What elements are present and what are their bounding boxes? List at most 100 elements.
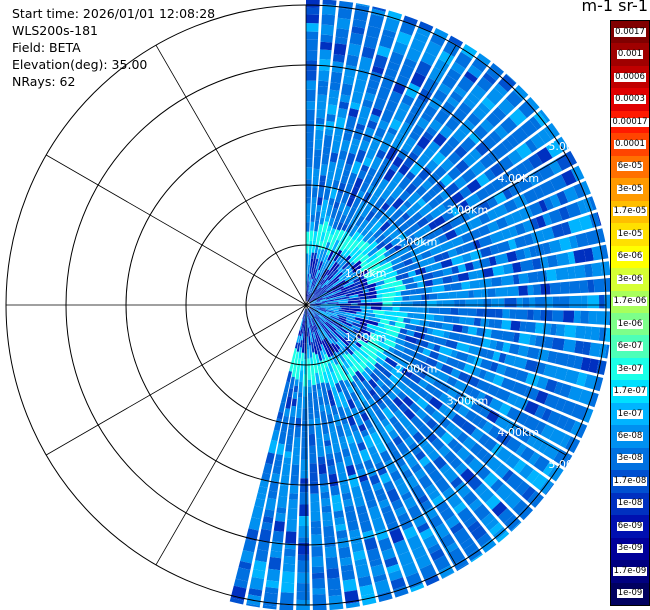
- beam-cell: [341, 248, 348, 256]
- beam-cell: [301, 317, 305, 329]
- beam-cell: [398, 403, 409, 413]
- colorbar-level: 0.0006: [611, 65, 649, 89]
- beam-cell: [519, 259, 534, 272]
- beam-cell: [365, 312, 376, 318]
- beam-cell: [299, 504, 309, 517]
- beam-cell: [363, 459, 375, 471]
- beam-cell: [438, 50, 455, 66]
- beam-cell: [409, 223, 421, 234]
- beam-cell: [315, 289, 326, 298]
- beam-cell: [342, 280, 350, 286]
- beam-cell: [475, 187, 490, 201]
- beam-cell: [359, 105, 372, 120]
- beam-cell: [350, 391, 359, 402]
- beam-cell: [481, 394, 494, 407]
- beam-cell: [357, 512, 370, 523]
- beam-cell: [352, 430, 364, 445]
- beam-cell: [309, 328, 312, 336]
- beam-cell: [478, 278, 493, 288]
- beam-cell: [477, 102, 491, 115]
- beam-cell: [341, 447, 351, 458]
- beam-cell: [298, 525, 309, 538]
- beam-cell: [561, 136, 569, 149]
- beam-cell: [376, 379, 385, 388]
- beam-cell: [306, 308, 309, 317]
- beam-cell: [325, 556, 339, 570]
- beam-cell: [420, 112, 433, 123]
- beam-cell: [561, 400, 576, 416]
- beam-cell: [299, 328, 303, 337]
- beam-cell: [398, 102, 411, 113]
- beam-cell: [303, 386, 308, 397]
- beam-cell: [363, 173, 374, 185]
- beam-cell: [336, 529, 348, 540]
- beam-cell: [567, 218, 583, 234]
- beam-cell: [552, 296, 560, 308]
- colorbar-level: 1e-08: [611, 492, 649, 516]
- beam-cell: [347, 43, 362, 57]
- beam-cell: [418, 455, 431, 468]
- colorbar-level: 1e-07: [611, 402, 649, 426]
- beam-cell: [306, 291, 309, 302]
- beam-cell: [335, 461, 346, 474]
- beam-cell: [285, 443, 293, 453]
- beam-cell: [360, 299, 373, 303]
- beam-cell: [367, 235, 376, 245]
- beam-cell: [262, 515, 274, 524]
- beam-cell: [347, 415, 356, 427]
- beam-cell: [242, 538, 257, 553]
- beam-cell: [554, 352, 569, 367]
- beam-cell: [481, 421, 494, 434]
- beam-cell: [373, 385, 384, 396]
- beam-cell: [320, 164, 328, 176]
- colorbar-tick-label: 0.0001: [614, 139, 646, 150]
- beam-cell: [337, 537, 350, 549]
- beam-cell: [378, 402, 387, 411]
- range-ring-label: 3.00km: [447, 394, 489, 407]
- beam-cell: [401, 142, 413, 153]
- beam-cell: [334, 210, 343, 223]
- beam-cell: [367, 167, 377, 177]
- beam-cell: [312, 594, 327, 605]
- beam-cell: [374, 422, 386, 435]
- beam-cell: [364, 537, 378, 551]
- beam-cell: [469, 249, 483, 261]
- beam-cell: [563, 417, 576, 433]
- beam-cell: [446, 68, 462, 82]
- beam-cell: [316, 109, 326, 119]
- beam-cell: [324, 536, 336, 548]
- beam-cell: [451, 274, 459, 283]
- beam-cell: [324, 291, 333, 297]
- beam-cell: [498, 175, 509, 188]
- beam-cell: [401, 272, 410, 279]
- range-ring-label: 2.00km: [396, 235, 438, 248]
- beam-cell: [455, 159, 470, 174]
- beam-cell: [358, 423, 367, 432]
- beam-cell: [320, 41, 333, 51]
- beam-cell: [396, 266, 410, 275]
- beam-cell: [580, 357, 591, 372]
- beam-cell: [410, 583, 425, 593]
- beam-cell: [313, 156, 321, 170]
- beam-cell: [342, 353, 349, 361]
- beam-cell: [433, 28, 449, 40]
- beam-cell: [459, 221, 473, 234]
- beam-cell: [478, 235, 493, 248]
- beam-cell: [291, 464, 300, 476]
- beam-cell: [494, 253, 509, 265]
- beam-cell: [383, 235, 393, 245]
- beam-cell: [479, 154, 495, 169]
- beam-cell: [321, 252, 327, 262]
- beam-cell: [316, 329, 324, 341]
- beam-cell: [366, 323, 380, 331]
- beam-cell: [313, 311, 321, 318]
- beam-cell: [374, 579, 391, 595]
- beam-cell: [318, 248, 325, 261]
- beam-cell: [518, 463, 534, 480]
- beam-cell: [428, 220, 438, 231]
- beam-cell: [322, 0, 337, 6]
- beam-cell: [318, 262, 326, 274]
- beam-cell: [440, 507, 455, 522]
- beam-cell: [277, 495, 288, 509]
- beam-cell: [337, 107, 348, 119]
